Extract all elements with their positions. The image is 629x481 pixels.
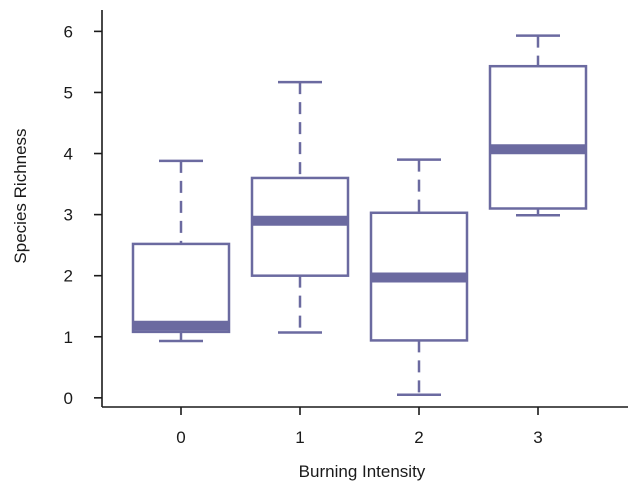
y-tick-label: 4: [64, 145, 73, 164]
x-tick-label: 3: [533, 428, 542, 447]
box-group: [131, 159, 231, 343]
x-tick-label: 0: [176, 428, 185, 447]
x-tick-label: 2: [414, 428, 423, 447]
boxes: [131, 34, 588, 397]
y-tick-label: 1: [64, 328, 73, 347]
iqr-box: [488, 64, 588, 210]
axes: [101, 10, 628, 408]
box-group: [369, 158, 469, 397]
y-ticks: 0 1 2 3 4 5 6: [64, 22, 102, 408]
iqr-box: [250, 176, 350, 277]
y-axis-title: Species Richness: [11, 128, 30, 263]
iqr-box: [131, 242, 231, 334]
y-tick-label: 6: [64, 22, 73, 41]
y-tick-label: 5: [64, 83, 73, 102]
y-tick-label: 2: [64, 267, 73, 286]
y-tick-label: 0: [64, 389, 73, 408]
y-tick-label: 3: [64, 206, 73, 225]
box-group: [488, 34, 588, 217]
x-tick-label: 1: [295, 428, 304, 447]
x-ticks: 0 1 2 3: [176, 407, 543, 447]
box-group: [250, 80, 350, 334]
x-axis-title: Burning Intensity: [299, 462, 426, 481]
